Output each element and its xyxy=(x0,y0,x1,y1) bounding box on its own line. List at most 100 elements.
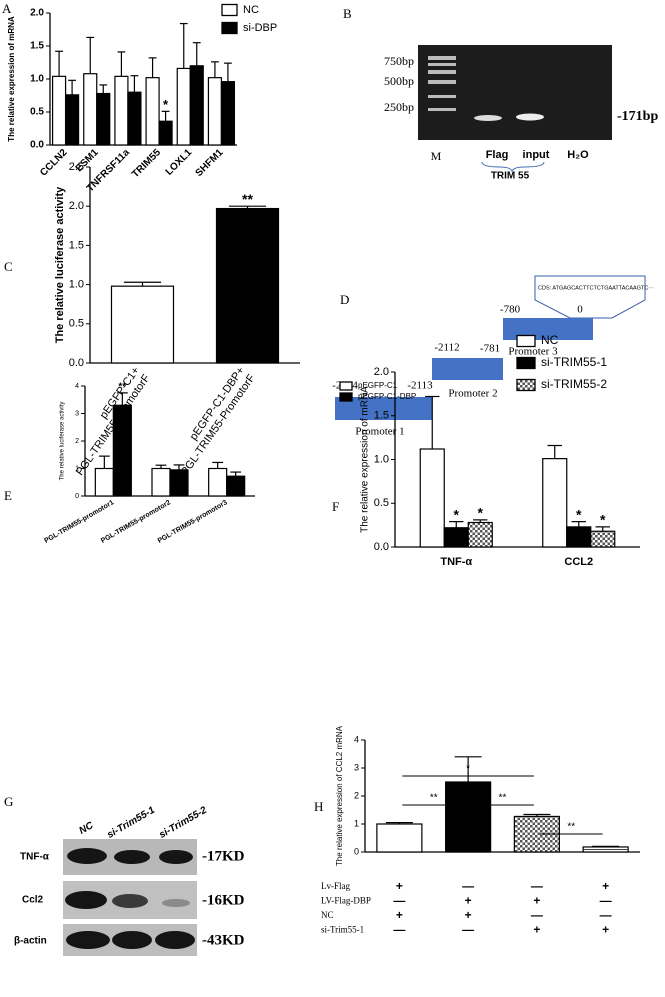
bar xyxy=(590,530,616,548)
treatment-mark: + xyxy=(396,879,403,893)
protein-label: β-actin xyxy=(14,936,47,947)
y-tick-label: 1.0 xyxy=(374,453,389,465)
bar xyxy=(176,67,191,146)
y-tick-label: 2.5 xyxy=(69,161,84,173)
size-label: -17KD xyxy=(202,848,245,864)
legend-label: pEGFP-C1 xyxy=(358,381,398,390)
y-axis-label: The relative luciferase activity xyxy=(54,186,66,343)
treatment-mark: — xyxy=(531,908,543,922)
comparison-label: ** xyxy=(499,793,507,804)
bar xyxy=(112,404,132,497)
bar xyxy=(64,94,80,146)
bar xyxy=(96,92,111,146)
band xyxy=(428,63,456,66)
treatment-mark: — xyxy=(531,879,543,893)
y-axis-label: The relative expression of mRNA xyxy=(360,386,371,533)
treatment-label: NC xyxy=(321,910,334,920)
blot-band xyxy=(162,899,190,907)
y-tick-label: 1.0 xyxy=(30,74,44,85)
band xyxy=(428,70,456,74)
bar xyxy=(127,91,142,146)
significance: * xyxy=(163,97,169,112)
treatment-mark: + xyxy=(465,894,472,908)
y-tick-label: 1.5 xyxy=(69,239,84,251)
blot-band xyxy=(114,850,150,864)
sample-label: si-Trim55-1 xyxy=(105,805,157,841)
promoter-box xyxy=(335,397,432,420)
y-tick-label: 1 xyxy=(75,465,79,472)
y-tick-label: 0.5 xyxy=(374,497,389,509)
y-tick-label: 0 xyxy=(75,493,79,500)
bar xyxy=(215,207,280,364)
promoter-label: Promoter 3 xyxy=(508,346,558,358)
bar xyxy=(445,781,492,853)
comparison-label: ** xyxy=(567,822,575,833)
protein-label: Ccl2 xyxy=(22,895,44,906)
legend-label: NC xyxy=(541,333,559,347)
y-axis-label: The relative expression of mRNA xyxy=(7,16,16,142)
bar xyxy=(207,77,223,146)
bar xyxy=(542,458,568,548)
y-tick-label: 0.0 xyxy=(30,140,44,151)
sample-label: NC xyxy=(77,820,96,837)
bar xyxy=(582,846,629,853)
y-axis-label: The relative expression of CCL2 mRNA xyxy=(335,725,344,866)
bar xyxy=(376,823,423,853)
size-label: -16KD xyxy=(202,892,245,908)
promoter-label: Promoter 1 xyxy=(355,426,404,438)
y-tick-label: 0.0 xyxy=(69,357,84,369)
y-tick-label: 2.0 xyxy=(69,200,84,212)
y-tick-label: 1.0 xyxy=(69,279,84,291)
panel-label: F xyxy=(332,499,339,514)
lane-label: H₂O xyxy=(567,149,589,161)
treatment-label: LV-Flag-DBP xyxy=(321,896,371,906)
treatment-mark: — xyxy=(600,908,612,922)
cds-label: CDS: ATGAGCACTTCTCTGAATTACAAGTC··· xyxy=(538,285,654,291)
treatment-mark: + xyxy=(533,923,540,937)
y-tick-label: 2.0 xyxy=(30,8,44,19)
band xyxy=(474,115,502,121)
position-label: -780 xyxy=(500,304,521,316)
y-tick-label: 2.0 xyxy=(374,366,389,378)
bar xyxy=(226,475,246,497)
blot-band xyxy=(112,894,148,908)
bar xyxy=(169,469,189,497)
y-tick-label: 1.5 xyxy=(30,41,44,52)
bar xyxy=(51,75,67,146)
panel-label: H xyxy=(314,799,323,814)
position-label: -2113 xyxy=(407,380,433,392)
position-label: -781 xyxy=(480,343,500,355)
treatment-mark: + xyxy=(602,923,609,937)
bar xyxy=(189,65,204,146)
treatment-mark: — xyxy=(393,894,405,908)
lane-label: input xyxy=(523,149,550,161)
panel-label: E xyxy=(4,488,12,503)
panel-label: B xyxy=(343,6,352,21)
legend-swatch xyxy=(221,3,238,17)
product-label: -171bp xyxy=(617,109,658,124)
panel-label: C xyxy=(4,259,13,274)
legend-swatch xyxy=(516,378,536,392)
size-label: -43KD xyxy=(202,932,245,948)
blot-band xyxy=(155,931,195,949)
significance: * xyxy=(454,506,460,522)
bar xyxy=(220,81,236,146)
y-tick-label: 4 xyxy=(354,734,359,744)
y-tick-label: 3 xyxy=(75,410,79,417)
panel-label: G xyxy=(4,794,13,809)
y-tick-label: 0.5 xyxy=(69,318,84,330)
bar xyxy=(83,73,98,146)
y-tick-label: 0 xyxy=(354,846,359,856)
band xyxy=(428,95,456,98)
treatment-mark: + xyxy=(465,908,472,922)
sample-label: si-Trim55-2 xyxy=(157,805,209,841)
band xyxy=(516,113,544,121)
marker-label: 250bp xyxy=(384,100,414,114)
treatment-mark: + xyxy=(533,894,540,908)
y-tick-label: 0.5 xyxy=(30,107,44,118)
legend-label: NC xyxy=(243,4,259,16)
marker-label: 500bp xyxy=(384,74,414,88)
legend-swatch xyxy=(339,392,353,402)
legend-swatch xyxy=(516,356,536,370)
